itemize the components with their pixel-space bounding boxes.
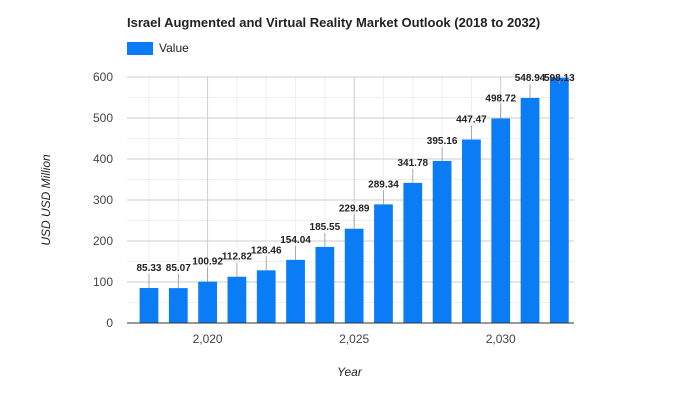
data-label: 289.34 — [368, 179, 399, 190]
bar — [227, 276, 247, 323]
bar — [315, 246, 335, 323]
x-tick-label: 2,030 — [486, 332, 516, 346]
x-tick-label: 2,025 — [339, 332, 369, 346]
data-label: 447.47 — [456, 115, 487, 126]
data-label: 112.82 — [222, 252, 252, 263]
legend-swatch — [127, 41, 153, 55]
y-tick-label: 0 — [106, 316, 113, 330]
y-tick-label: 200 — [93, 234, 113, 248]
bar — [462, 139, 481, 323]
bar — [549, 77, 569, 324]
data-label: 598.13 — [544, 73, 575, 84]
data-label: 548.94 — [515, 73, 546, 84]
legend: Value — [127, 40, 189, 56]
bar — [286, 259, 305, 323]
bar — [520, 97, 540, 323]
data-label: 100.92 — [192, 257, 223, 268]
y-tick-label: 100 — [93, 275, 113, 289]
y-tick-label: 400 — [93, 152, 113, 166]
bar — [491, 118, 511, 323]
chart-title: Israel Augmented and Virtual Reality Mar… — [127, 15, 541, 30]
data-label: 341.78 — [397, 158, 428, 169]
y-tick-label: 300 — [93, 193, 113, 207]
data-label: 128.46 — [251, 245, 282, 256]
data-label: 395.16 — [427, 136, 458, 147]
data-label: 229.89 — [339, 204, 370, 215]
x-tick-label: 2,020 — [193, 332, 223, 346]
bar — [198, 281, 217, 323]
data-label: 85.07 — [166, 263, 191, 274]
bar — [256, 270, 276, 323]
bar — [374, 204, 393, 323]
bar — [168, 288, 188, 323]
y-axis-title: USD USD Million — [39, 154, 53, 246]
data-label: 498.72 — [485, 94, 516, 105]
x-axis-title: Year — [337, 365, 363, 379]
data-label: 154.04 — [280, 235, 311, 246]
bar — [403, 182, 423, 323]
bar — [139, 288, 159, 323]
y-tick-label: 600 — [93, 70, 113, 84]
data-label: 185.55 — [310, 222, 341, 233]
data-label: 85.33 — [136, 263, 161, 274]
y-tick-label: 500 — [93, 111, 113, 125]
bar — [432, 160, 452, 323]
bar — [344, 228, 364, 323]
legend-label: Value — [159, 41, 189, 55]
